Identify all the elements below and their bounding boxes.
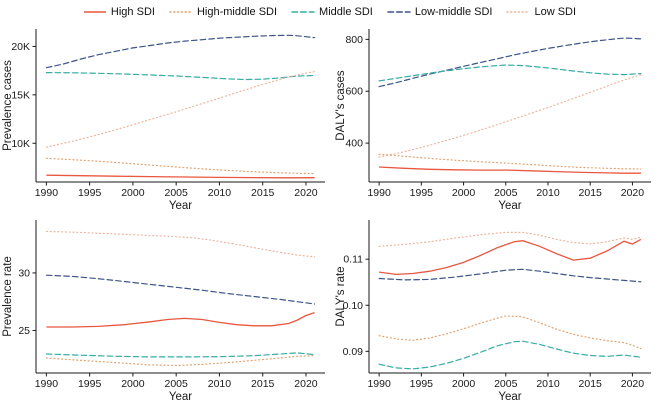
x-tick-label: 2015 xyxy=(579,378,603,390)
chart-svg-dalys-cases: 1990 1995 2000 2005 2010 2015 2020 400 600 800 Yea… xyxy=(335,29,651,212)
x-tick-label: 2010 xyxy=(536,378,560,390)
series-line-low-sdi xyxy=(378,74,642,158)
x-axis-title: Year xyxy=(169,200,192,212)
x-tick-label: 1995 xyxy=(78,378,102,390)
x-tick-label: 1995 xyxy=(78,187,102,199)
series-line-middle-sdi xyxy=(45,71,316,81)
x-tick-label: 2000 xyxy=(121,187,145,199)
legend: High SDI High-middle SDI Middle SDI Low-mid… xyxy=(0,0,659,22)
x-tick-label: 1990 xyxy=(367,187,391,199)
y-tick-label: 400 xyxy=(345,138,363,150)
legend-line-high-middle-sdi xyxy=(169,11,193,13)
x-tick-label: 2000 xyxy=(452,378,476,390)
legend-label-high-middle-sdi: High-middle SDI xyxy=(196,6,278,18)
chart-grid: 1990 1995 2000 2005 2010 2015 2020 10K 15K 20K Yea… xyxy=(0,22,659,404)
x-tick-label: 2005 xyxy=(164,378,188,390)
series-line-high-middle-sdi xyxy=(45,355,316,367)
x-tick-label: 2020 xyxy=(294,378,318,390)
x-tick-label: 2005 xyxy=(494,187,518,199)
legend-line-middle-sdi xyxy=(291,11,315,13)
legend-item-high-middle-sdi: High-middle SDI xyxy=(169,6,277,18)
series-line-high-sdi xyxy=(379,238,642,276)
y-axis-title: Prevalence rate xyxy=(2,256,14,337)
x-axis-title: Year xyxy=(498,391,521,403)
legend-item-low-middle-sdi: Low-middle SDI xyxy=(387,6,493,18)
legend-item-middle-sdi: Middle SDI xyxy=(291,6,373,18)
x-tick-label: 2005 xyxy=(164,187,188,199)
series-line-low-middle-sdi xyxy=(378,268,642,283)
chart-prevalence-cases: 1990 1995 2000 2005 2010 2015 2020 10K 15K 20K Yea… xyxy=(0,22,333,213)
x-tick-label: 2000 xyxy=(121,378,145,390)
y-axis-title: DALY's rate xyxy=(335,266,347,326)
y-tick-label: 25 xyxy=(18,325,30,337)
y-tick-label: 15K xyxy=(11,89,30,101)
chart-svg-prevalence-rate: 1990 1995 2000 2005 2010 2015 2020 25 30 Year Prev… xyxy=(2,220,325,403)
y-tick-label: 0.09 xyxy=(343,346,364,358)
x-tick-label: 2015 xyxy=(251,187,275,199)
legend-item-high-sdi: High SDI xyxy=(83,6,155,18)
x-tick-label: 2015 xyxy=(579,187,603,199)
x-tick-label: 2015 xyxy=(251,378,275,390)
x-tick-label: 2005 xyxy=(494,378,518,390)
x-tick-label: 1990 xyxy=(35,378,59,390)
legend-line-low-middle-sdi xyxy=(387,11,411,13)
x-tick-label: 2000 xyxy=(452,187,476,199)
legend-item-low-sdi: Low SDI xyxy=(506,6,576,18)
series-line-low-sdi xyxy=(378,231,642,247)
series-line-high-middle-sdi xyxy=(378,315,642,350)
series-line-low-middle-sdi xyxy=(378,37,642,88)
x-tick-label: 2010 xyxy=(536,187,560,199)
series-line-high-sdi xyxy=(46,311,315,328)
y-tick-label: 0.11 xyxy=(343,254,363,266)
series-line-middle-sdi xyxy=(378,64,642,82)
x-tick-label: 2020 xyxy=(294,187,318,199)
y-axis-title: Prevalence cases xyxy=(2,60,14,151)
legend-label-high-sdi: High SDI xyxy=(110,6,155,18)
y-tick-label: 10K xyxy=(11,138,30,150)
legend-label-low-sdi: Low SDI xyxy=(534,6,577,18)
y-tick-label: 20K xyxy=(11,41,30,53)
chart-dalys-rate: 1990 1995 2000 2005 2010 2015 2020 0.09 0.10 0.11… xyxy=(333,213,659,404)
series-line-high-middle-sdi xyxy=(45,157,316,175)
y-tick-label: 30 xyxy=(18,267,30,279)
x-axis-title: Year xyxy=(498,200,521,212)
series-line-low-middle-sdi xyxy=(45,34,316,69)
x-tick-label: 2010 xyxy=(208,378,232,390)
chart-svg-prevalence-cases: 1990 1995 2000 2005 2010 2015 2020 10K 15K 20K Yea… xyxy=(2,29,325,212)
legend-label-low-middle-sdi: Low-middle SDI xyxy=(414,6,493,18)
series-line-low-middle-sdi xyxy=(45,274,316,305)
series-line-low-sdi xyxy=(45,70,316,148)
x-tick-label: 1995 xyxy=(410,378,434,390)
y-tick-label: 800 xyxy=(345,34,363,46)
series-line-high-sdi xyxy=(379,166,641,174)
y-tick-label: 600 xyxy=(345,86,363,98)
x-axis-title: Year xyxy=(169,391,192,403)
chart-svg-dalys-rate: 1990 1995 2000 2005 2010 2015 2020 0.09 0.10 0.11… xyxy=(335,220,651,403)
x-tick-label: 1990 xyxy=(35,187,59,199)
x-tick-label: 2020 xyxy=(621,187,645,199)
series-line-high-sdi xyxy=(46,174,315,179)
series-line-high-middle-sdi xyxy=(378,153,642,170)
x-tick-label: 1995 xyxy=(410,187,434,199)
series-line-middle-sdi xyxy=(378,340,642,370)
legend-line-low-sdi xyxy=(506,11,531,13)
legend-label-middle-sdi: Middle SDI xyxy=(319,6,373,18)
legend-line-high-sdi xyxy=(83,11,106,13)
y-axis-title: DALY's cases xyxy=(335,70,347,141)
x-tick-label: 2020 xyxy=(621,378,645,390)
series-line-low-sdi xyxy=(45,230,316,258)
y-tick-label: 0.10 xyxy=(343,300,364,312)
chart-prevalence-rate: 1990 1995 2000 2005 2010 2015 2020 25 30 Year Prev… xyxy=(0,213,333,404)
x-tick-label: 2010 xyxy=(208,187,232,199)
chart-dalys-cases: 1990 1995 2000 2005 2010 2015 2020 400 600 800 Yea… xyxy=(333,22,659,213)
x-tick-label: 1990 xyxy=(367,378,391,390)
series-line-middle-sdi xyxy=(45,352,316,358)
